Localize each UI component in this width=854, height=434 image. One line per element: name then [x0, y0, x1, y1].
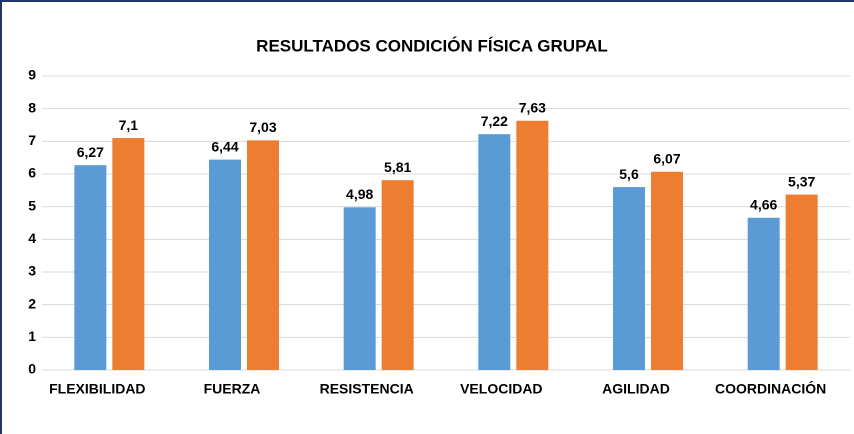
- y-tick-label: 9: [28, 67, 36, 83]
- value-label: 6,07: [653, 150, 680, 166]
- value-label: 5,37: [788, 173, 815, 189]
- value-label: 4,98: [346, 186, 373, 202]
- bar: [381, 180, 414, 370]
- chart-title: RESULTADOS CONDICIÓN FÍSICA GRUPAL: [256, 36, 608, 55]
- bar: [651, 171, 683, 370]
- y-tick-label: 2: [28, 295, 36, 311]
- bar: [209, 159, 241, 370]
- value-label: 7,63: [519, 99, 546, 115]
- bar: [343, 207, 376, 370]
- y-tick-label: 6: [28, 165, 36, 181]
- bar: [74, 165, 107, 370]
- bar: [747, 217, 780, 370]
- y-tick-label: 8: [28, 99, 36, 115]
- bar: [516, 120, 549, 371]
- value-label: 5,81: [384, 159, 411, 175]
- value-label: 4,66: [750, 196, 777, 212]
- bar: [785, 194, 818, 370]
- x-tick-label: FLEXIBILIDAD: [49, 381, 145, 397]
- value-label: 5,6: [619, 166, 639, 182]
- bar: [112, 138, 145, 370]
- bar: [247, 140, 279, 370]
- bar: [478, 134, 511, 370]
- x-tick-label: COORDINACIÓN: [715, 380, 826, 397]
- x-tick-label: RESISTENCIA: [320, 381, 414, 397]
- y-tick-label: 3: [28, 263, 36, 279]
- y-tick-label: 7: [28, 132, 36, 148]
- y-tick-label: 0: [28, 361, 36, 377]
- value-label: 7,1: [119, 117, 139, 133]
- y-tick-label: 1: [28, 328, 36, 344]
- value-label: 7,03: [249, 119, 276, 135]
- y-tick-label: 5: [28, 197, 36, 213]
- value-label: 6,27: [77, 144, 104, 160]
- y-tick-label: 4: [28, 230, 36, 246]
- x-tick-label: AGILIDAD: [602, 381, 670, 397]
- bar: [613, 187, 645, 370]
- value-label: 6,44: [211, 138, 238, 154]
- x-tick-label: FUERZA: [204, 381, 261, 397]
- x-tick-label: VELOCIDAD: [460, 381, 542, 397]
- value-label: 7,22: [481, 113, 508, 129]
